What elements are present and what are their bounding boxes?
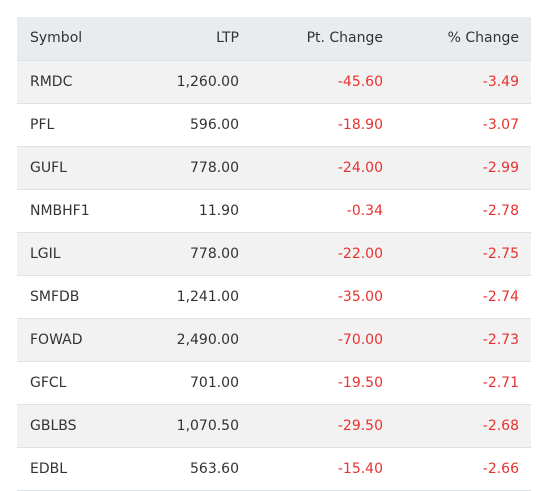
cell-symbol[interactable]: LGIL: [17, 232, 139, 276]
top-losers-table: Symbol LTP Pt. Change % Change RMDC 1,26…: [17, 17, 531, 491]
cell-symbol[interactable]: NMBHF1: [17, 189, 139, 233]
cell-pt-change: -29.50: [239, 404, 383, 448]
cell-pct-change: -2.74: [383, 275, 531, 319]
table-row[interactable]: SMFDB 1,241.00 -35.00 -2.74: [17, 275, 531, 319]
table-body: RMDC 1,260.00 -45.60 -3.49 PFL 596.00 -1…: [17, 60, 531, 491]
cell-pt-change: -0.34: [239, 189, 383, 233]
cell-pct-change: -2.75: [383, 232, 531, 276]
cell-ltp: 563.60: [139, 447, 239, 491]
cell-pct-change: -3.49: [383, 60, 531, 104]
cell-symbol[interactable]: GBLBS: [17, 404, 139, 448]
header-pt-change[interactable]: Pt. Change: [239, 17, 383, 61]
cell-pt-change: -19.50: [239, 361, 383, 405]
header-symbol[interactable]: Symbol: [17, 17, 139, 61]
header-pct-change[interactable]: % Change: [383, 17, 531, 61]
table-row[interactable]: GBLBS 1,070.50 -29.50 -2.68: [17, 404, 531, 448]
cell-pt-change: -18.90: [239, 103, 383, 147]
cell-pct-change: -2.68: [383, 404, 531, 448]
cell-pct-change: -3.07: [383, 103, 531, 147]
cell-pt-change: -22.00: [239, 232, 383, 276]
cell-symbol[interactable]: RMDC: [17, 60, 139, 104]
cell-pt-change: -35.00: [239, 275, 383, 319]
cell-symbol[interactable]: GFCL: [17, 361, 139, 405]
table-row[interactable]: RMDC 1,260.00 -45.60 -3.49: [17, 60, 531, 104]
table-row[interactable]: GFCL 701.00 -19.50 -2.71: [17, 361, 531, 405]
cell-symbol[interactable]: PFL: [17, 103, 139, 147]
cell-pct-change: -2.73: [383, 318, 531, 362]
table-row[interactable]: PFL 596.00 -18.90 -3.07: [17, 103, 531, 147]
table-row[interactable]: FOWAD 2,490.00 -70.00 -2.73: [17, 318, 531, 362]
cell-ltp: 1,260.00: [139, 60, 239, 104]
cell-ltp: 596.00: [139, 103, 239, 147]
table-row[interactable]: EDBL 563.60 -15.40 -2.66: [17, 447, 531, 491]
cell-pct-change: -2.99: [383, 146, 531, 190]
cell-symbol[interactable]: FOWAD: [17, 318, 139, 362]
cell-pct-change: -2.66: [383, 447, 531, 491]
cell-pt-change: -70.00: [239, 318, 383, 362]
cell-ltp: 11.90: [139, 189, 239, 233]
cell-ltp: 1,070.50: [139, 404, 239, 448]
cell-pct-change: -2.71: [383, 361, 531, 405]
cell-ltp: 701.00: [139, 361, 239, 405]
cell-pt-change: -24.00: [239, 146, 383, 190]
cell-ltp: 778.00: [139, 232, 239, 276]
table-row[interactable]: NMBHF1 11.90 -0.34 -2.78: [17, 189, 531, 233]
cell-symbol[interactable]: SMFDB: [17, 275, 139, 319]
header-row: Symbol LTP Pt. Change % Change: [17, 17, 531, 61]
cell-symbol[interactable]: EDBL: [17, 447, 139, 491]
cell-ltp: 778.00: [139, 146, 239, 190]
cell-ltp: 1,241.00: [139, 275, 239, 319]
cell-pt-change: -45.60: [239, 60, 383, 104]
table-row[interactable]: GUFL 778.00 -24.00 -2.99: [17, 146, 531, 190]
cell-ltp: 2,490.00: [139, 318, 239, 362]
cell-symbol[interactable]: GUFL: [17, 146, 139, 190]
cell-pt-change: -15.40: [239, 447, 383, 491]
table-row[interactable]: LGIL 778.00 -22.00 -2.75: [17, 232, 531, 276]
cell-pct-change: -2.78: [383, 189, 531, 233]
header-ltp[interactable]: LTP: [139, 17, 239, 61]
table-header: Symbol LTP Pt. Change % Change: [17, 17, 531, 61]
